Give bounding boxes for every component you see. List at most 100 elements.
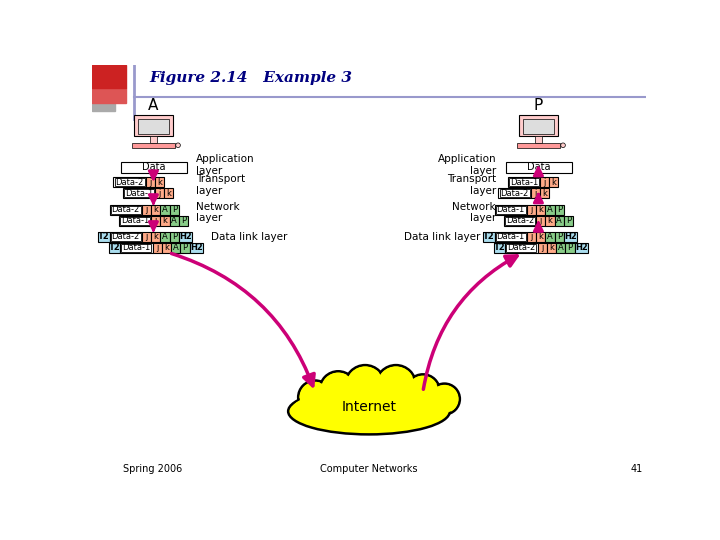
Bar: [531, 188, 540, 198]
Bar: [164, 188, 174, 198]
Text: T2: T2: [483, 232, 495, 241]
Text: k: k: [157, 178, 162, 187]
Text: Transport
layer: Transport layer: [447, 174, 496, 195]
Bar: [540, 177, 549, 187]
Text: 41: 41: [631, 464, 643, 475]
Bar: [556, 242, 565, 253]
Text: Data-2: Data-2: [112, 205, 140, 214]
Bar: [554, 215, 564, 226]
Bar: [506, 162, 572, 173]
Bar: [554, 232, 564, 242]
Text: j: j: [158, 188, 161, 198]
Bar: [564, 215, 573, 226]
Text: Data: Data: [527, 162, 551, 172]
Bar: [505, 242, 538, 253]
Bar: [495, 205, 527, 215]
Ellipse shape: [288, 388, 450, 434]
Bar: [547, 242, 556, 253]
Circle shape: [346, 367, 384, 403]
Bar: [170, 205, 179, 215]
Bar: [498, 188, 531, 198]
Bar: [150, 137, 157, 143]
Text: Data-2: Data-2: [115, 178, 144, 187]
Bar: [153, 242, 162, 253]
Bar: [151, 205, 161, 215]
Text: j: j: [155, 216, 157, 225]
Circle shape: [298, 381, 332, 414]
Text: P: P: [534, 98, 543, 112]
Text: Data-1: Data-1: [510, 178, 538, 187]
Bar: [505, 217, 535, 225]
Text: A: A: [547, 205, 553, 214]
Text: A: A: [557, 216, 562, 225]
Text: Data link layer: Data link layer: [211, 232, 287, 242]
Text: T2: T2: [109, 243, 120, 252]
Bar: [575, 242, 588, 253]
Bar: [122, 188, 155, 198]
Text: Data link layer: Data link layer: [404, 232, 481, 242]
Bar: [113, 177, 145, 187]
Text: k: k: [539, 205, 543, 214]
Bar: [92, 88, 127, 103]
Bar: [523, 119, 554, 134]
Bar: [171, 242, 180, 253]
Text: k: k: [547, 216, 552, 225]
Text: k: k: [163, 216, 167, 225]
Text: Data-1: Data-1: [121, 216, 149, 225]
Text: j: j: [541, 243, 544, 252]
Bar: [554, 205, 564, 215]
Bar: [545, 232, 554, 242]
Bar: [122, 244, 151, 252]
Text: P: P: [557, 205, 562, 214]
Text: Application
layer: Application layer: [196, 154, 254, 176]
Bar: [114, 178, 145, 186]
Bar: [120, 242, 153, 253]
Bar: [540, 188, 549, 198]
Bar: [549, 177, 559, 187]
Text: Network
layer: Network layer: [452, 202, 496, 224]
Bar: [109, 232, 142, 242]
Text: k: k: [153, 232, 158, 241]
Text: Data-2: Data-2: [500, 188, 528, 198]
Bar: [151, 215, 161, 226]
Text: Data-2: Data-2: [112, 232, 140, 241]
Text: k: k: [542, 188, 547, 198]
Circle shape: [377, 367, 415, 403]
Bar: [145, 177, 155, 187]
Text: Data: Data: [142, 162, 166, 172]
Bar: [109, 242, 120, 253]
Bar: [179, 215, 188, 226]
Bar: [536, 215, 545, 226]
Bar: [500, 189, 529, 197]
Bar: [517, 143, 560, 148]
Bar: [509, 178, 539, 186]
Bar: [92, 96, 115, 111]
Bar: [142, 205, 151, 215]
Bar: [155, 188, 164, 198]
Bar: [519, 115, 558, 137]
Bar: [508, 177, 540, 187]
Text: P: P: [171, 232, 176, 241]
Text: k: k: [552, 178, 557, 187]
Text: k: k: [164, 243, 169, 252]
Bar: [527, 205, 536, 215]
Circle shape: [345, 365, 385, 405]
Bar: [495, 206, 526, 214]
Text: A: A: [547, 232, 553, 241]
Bar: [120, 217, 150, 225]
Bar: [536, 205, 545, 215]
Bar: [138, 119, 168, 134]
Text: Network
layer: Network layer: [196, 202, 239, 224]
Text: Data-1: Data-1: [497, 232, 525, 241]
Bar: [132, 143, 175, 148]
Text: j: j: [539, 216, 542, 225]
Text: Internet: Internet: [341, 401, 397, 415]
Bar: [170, 232, 179, 242]
Bar: [109, 205, 142, 215]
Text: k: k: [539, 232, 543, 241]
Text: Data-2: Data-2: [505, 216, 534, 225]
Bar: [506, 244, 536, 252]
Text: T2: T2: [494, 243, 505, 252]
Text: P: P: [567, 243, 572, 252]
Bar: [124, 189, 154, 197]
